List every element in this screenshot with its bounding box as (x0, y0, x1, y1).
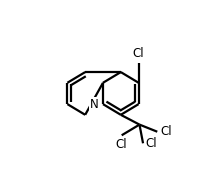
Text: Cl: Cl (160, 125, 172, 138)
Text: N: N (90, 98, 99, 111)
Text: Cl: Cl (116, 138, 127, 151)
Text: Cl: Cl (146, 137, 157, 150)
Text: Cl: Cl (133, 47, 144, 60)
